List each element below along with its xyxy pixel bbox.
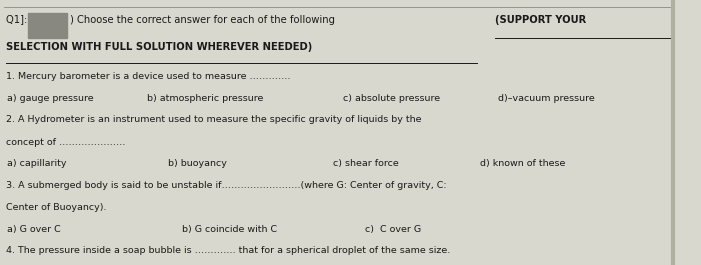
Text: ) Choose the correct answer for each of the following: ) Choose the correct answer for each of … xyxy=(70,15,338,25)
Text: a) gauge pressure: a) gauge pressure xyxy=(7,94,94,103)
Bar xyxy=(28,13,67,38)
Text: c) shear force: c) shear force xyxy=(333,159,399,168)
Text: 4. The pressure inside a soap bubble is …………. that for a spherical droplet of th: 4. The pressure inside a soap bubble is … xyxy=(6,246,450,255)
Text: 3. A submerged body is said to be unstable if…………………….(where G: Center of gravit: 3. A submerged body is said to be unstab… xyxy=(6,181,447,190)
Text: b) buoyancy: b) buoyancy xyxy=(168,159,227,168)
Text: 1. Mercury barometer is a device used to measure ………….: 1. Mercury barometer is a device used to… xyxy=(6,72,290,81)
Text: 2. A Hydrometer is an instrument used to measure the specific gravity of liquids: 2. A Hydrometer is an instrument used to… xyxy=(6,115,421,124)
Text: a) G over C: a) G over C xyxy=(7,225,61,234)
Text: d)–vacuum pressure: d)–vacuum pressure xyxy=(498,94,594,103)
Text: a) capillarity: a) capillarity xyxy=(7,159,67,168)
Text: d) known of these: d) known of these xyxy=(480,159,566,168)
Text: c) absolute pressure: c) absolute pressure xyxy=(343,94,441,103)
Text: concept of …………………: concept of ………………… xyxy=(6,138,125,147)
Text: c)  C over G: c) C over G xyxy=(365,225,421,234)
Text: b) G coincide with C: b) G coincide with C xyxy=(182,225,278,234)
Text: SELECTION WITH FULL SOLUTION WHEREVER NEEDED): SELECTION WITH FULL SOLUTION WHEREVER NE… xyxy=(6,42,312,52)
Text: (SUPPORT YOUR: (SUPPORT YOUR xyxy=(495,15,586,25)
Text: b) atmospheric pressure: b) atmospheric pressure xyxy=(147,94,264,103)
Text: Q1]:: Q1]: xyxy=(6,15,30,25)
Text: Center of Buoyancy).: Center of Buoyancy). xyxy=(6,203,106,212)
